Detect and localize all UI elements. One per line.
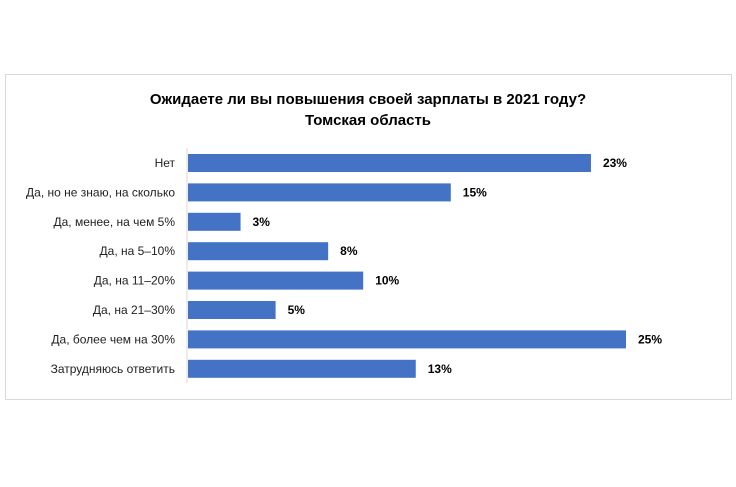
- category-label: Да, менее, на чем 5%: [53, 215, 175, 229]
- data-label: 25%: [638, 332, 662, 346]
- bar: [188, 301, 276, 319]
- data-label: 13%: [428, 362, 452, 376]
- bar: [188, 359, 416, 378]
- bar: [188, 154, 591, 172]
- category-label: Да, более чем на 30%: [51, 332, 175, 346]
- bar: [188, 330, 626, 349]
- bars-group: Нет 23% Да, но не знаю, на сколько 15% Да, м…: [26, 154, 662, 378]
- category-label: Да, на 11–20%: [94, 274, 176, 288]
- data-label: 10%: [375, 274, 399, 288]
- bar: [188, 271, 364, 290]
- data-label: 15%: [463, 185, 487, 199]
- data-label: 8%: [340, 244, 358, 258]
- data-label: 23%: [603, 156, 627, 170]
- chart-title: Ожидаете ли вы повышения своей зарплаты …: [149, 91, 587, 108]
- bar: [188, 212, 241, 231]
- bar: [188, 242, 329, 261]
- category-label: Да, но не знаю, на сколько: [26, 185, 175, 199]
- category-label: Нет: [155, 156, 176, 170]
- bar: [188, 183, 451, 202]
- data-label: 3%: [253, 215, 271, 229]
- chart-subtitle: Томская область: [304, 112, 432, 129]
- category-label: Да, на 21–30%: [93, 303, 175, 317]
- data-label: 5%: [288, 303, 306, 317]
- category-label: Да, на 5–10%: [100, 244, 176, 258]
- category-label: Затрудняюсь ответить: [51, 362, 175, 376]
